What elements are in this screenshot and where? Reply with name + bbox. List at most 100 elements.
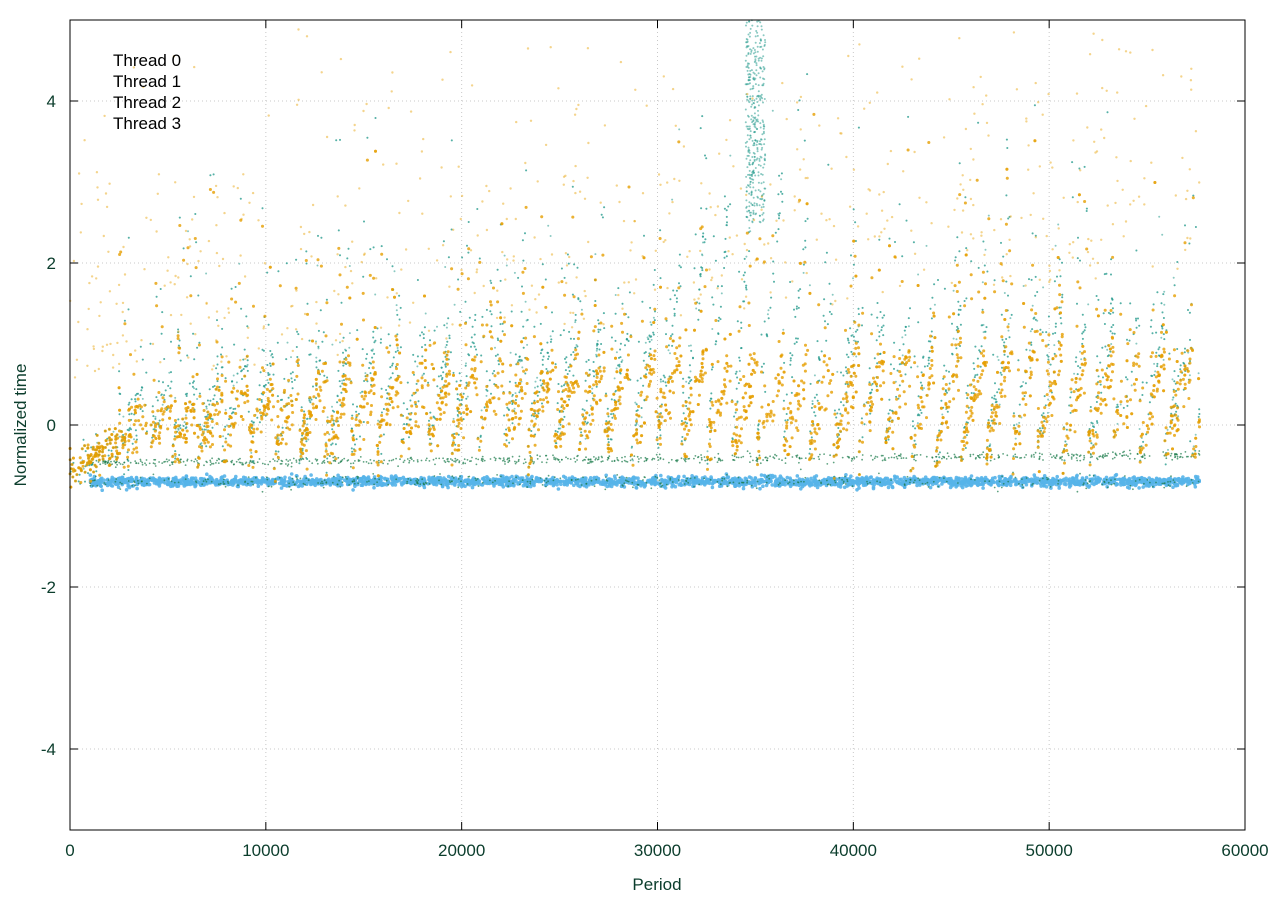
thread-0-point	[896, 456, 898, 458]
thread-0-point	[137, 480, 139, 482]
thread-0-point	[255, 477, 257, 479]
thread-0-point	[1050, 486, 1052, 488]
thread-0-point	[638, 458, 640, 460]
thread-1-point	[402, 476, 406, 480]
thread-1-point	[871, 482, 875, 486]
thread-0-point	[1068, 455, 1070, 457]
thread-0-point	[861, 459, 863, 461]
thread-0-point	[1042, 478, 1044, 480]
thread-0-point	[504, 461, 506, 463]
thread-0-point	[800, 481, 802, 483]
thread-0-point	[552, 454, 554, 456]
thread-0-point	[218, 462, 220, 464]
thread-0-point	[454, 458, 456, 460]
thread-0-point	[644, 460, 646, 462]
thread-0-point	[201, 483, 203, 485]
thread-0-point	[257, 461, 259, 463]
thread-1-point	[530, 475, 534, 479]
thread-0-point	[271, 486, 273, 488]
thread-0-point	[339, 486, 341, 488]
thread-0-point	[759, 455, 761, 457]
thread-0-point	[526, 486, 528, 488]
thread-0-point	[500, 476, 502, 478]
thread-0-point	[1085, 488, 1087, 490]
thread-0-point	[453, 460, 455, 462]
thread-0-point	[852, 485, 854, 487]
thread-0-point	[414, 484, 416, 486]
thread-1-point	[608, 482, 612, 486]
thread-1-point	[1168, 477, 1172, 481]
thread-0-point	[983, 456, 985, 458]
thread-0-point	[1038, 458, 1040, 460]
thread-0-point	[366, 461, 368, 463]
thread-0-point	[595, 479, 597, 481]
thread-0-point	[1101, 484, 1103, 486]
thread-0-point	[875, 456, 877, 458]
thread-0-point	[323, 460, 325, 462]
thread-0-point	[820, 482, 822, 484]
thread-0-point	[726, 486, 728, 488]
thread-0-point	[946, 458, 948, 460]
thread-0-point	[784, 479, 786, 481]
thread-0-point	[518, 459, 520, 461]
thread-0-point	[672, 481, 674, 483]
thread-0-point	[803, 481, 805, 483]
thread-0-point	[797, 454, 799, 456]
thread-0-point	[922, 483, 924, 485]
thread-0-point	[853, 457, 855, 459]
thread-0-point	[207, 479, 209, 481]
thread-0-point	[972, 454, 974, 456]
thread-0-point	[554, 476, 556, 478]
thread-0-point	[96, 485, 98, 487]
thread-1-point	[593, 481, 597, 485]
thread-1-point	[534, 478, 538, 482]
thread-0-point	[646, 482, 648, 484]
thread-0-point	[211, 463, 213, 465]
thread-1-point	[1137, 486, 1141, 490]
thread-0-point	[1198, 450, 1200, 452]
thread-0-point	[211, 457, 213, 459]
thread-0-point	[225, 486, 227, 488]
thread-1-point	[1194, 485, 1198, 489]
thread-1-point	[950, 479, 954, 483]
thread-0-point	[804, 477, 806, 479]
thread-0-point	[508, 480, 510, 482]
thread-2-point	[317, 265, 319, 267]
thread-0-point	[288, 463, 290, 465]
thread-0-point	[496, 474, 498, 476]
thread-0-point	[161, 462, 163, 464]
thread-0-point	[317, 463, 319, 465]
thread-0-point	[750, 456, 752, 458]
thread-0-point	[542, 484, 544, 486]
thread-0-point	[595, 457, 597, 459]
thread-1-point	[1075, 475, 1079, 479]
thread-0-point	[504, 463, 506, 465]
thread-1-point	[486, 480, 490, 484]
thread-0-point	[141, 462, 143, 464]
thread-0-point	[290, 489, 292, 491]
thread-1-point	[734, 480, 738, 484]
thread-1-point	[1185, 478, 1189, 482]
thread-0-point	[789, 481, 791, 483]
thread-1-point	[514, 480, 518, 484]
thread-1-point	[1002, 479, 1006, 483]
thread-0-point	[439, 473, 441, 475]
thread-0-point	[149, 463, 151, 465]
thread-0-point	[1104, 453, 1106, 455]
thread-1-point	[887, 479, 891, 483]
thread-0-point	[851, 460, 853, 462]
thread-1-point	[1128, 486, 1132, 490]
thread-1-point	[300, 484, 304, 488]
thread-1-point	[993, 476, 997, 480]
thread-1-point	[754, 476, 758, 480]
thread-0-point	[358, 460, 360, 462]
thread-0-point	[701, 459, 703, 461]
thread-1-point	[675, 481, 679, 485]
thread-1-point	[432, 483, 436, 487]
thread-1-point	[975, 481, 979, 485]
thread-1-point	[315, 477, 319, 481]
thread-0-point	[1032, 483, 1034, 485]
thread-1-point	[637, 480, 641, 484]
thread-1-point	[899, 478, 903, 482]
thread-1-point	[283, 480, 287, 484]
